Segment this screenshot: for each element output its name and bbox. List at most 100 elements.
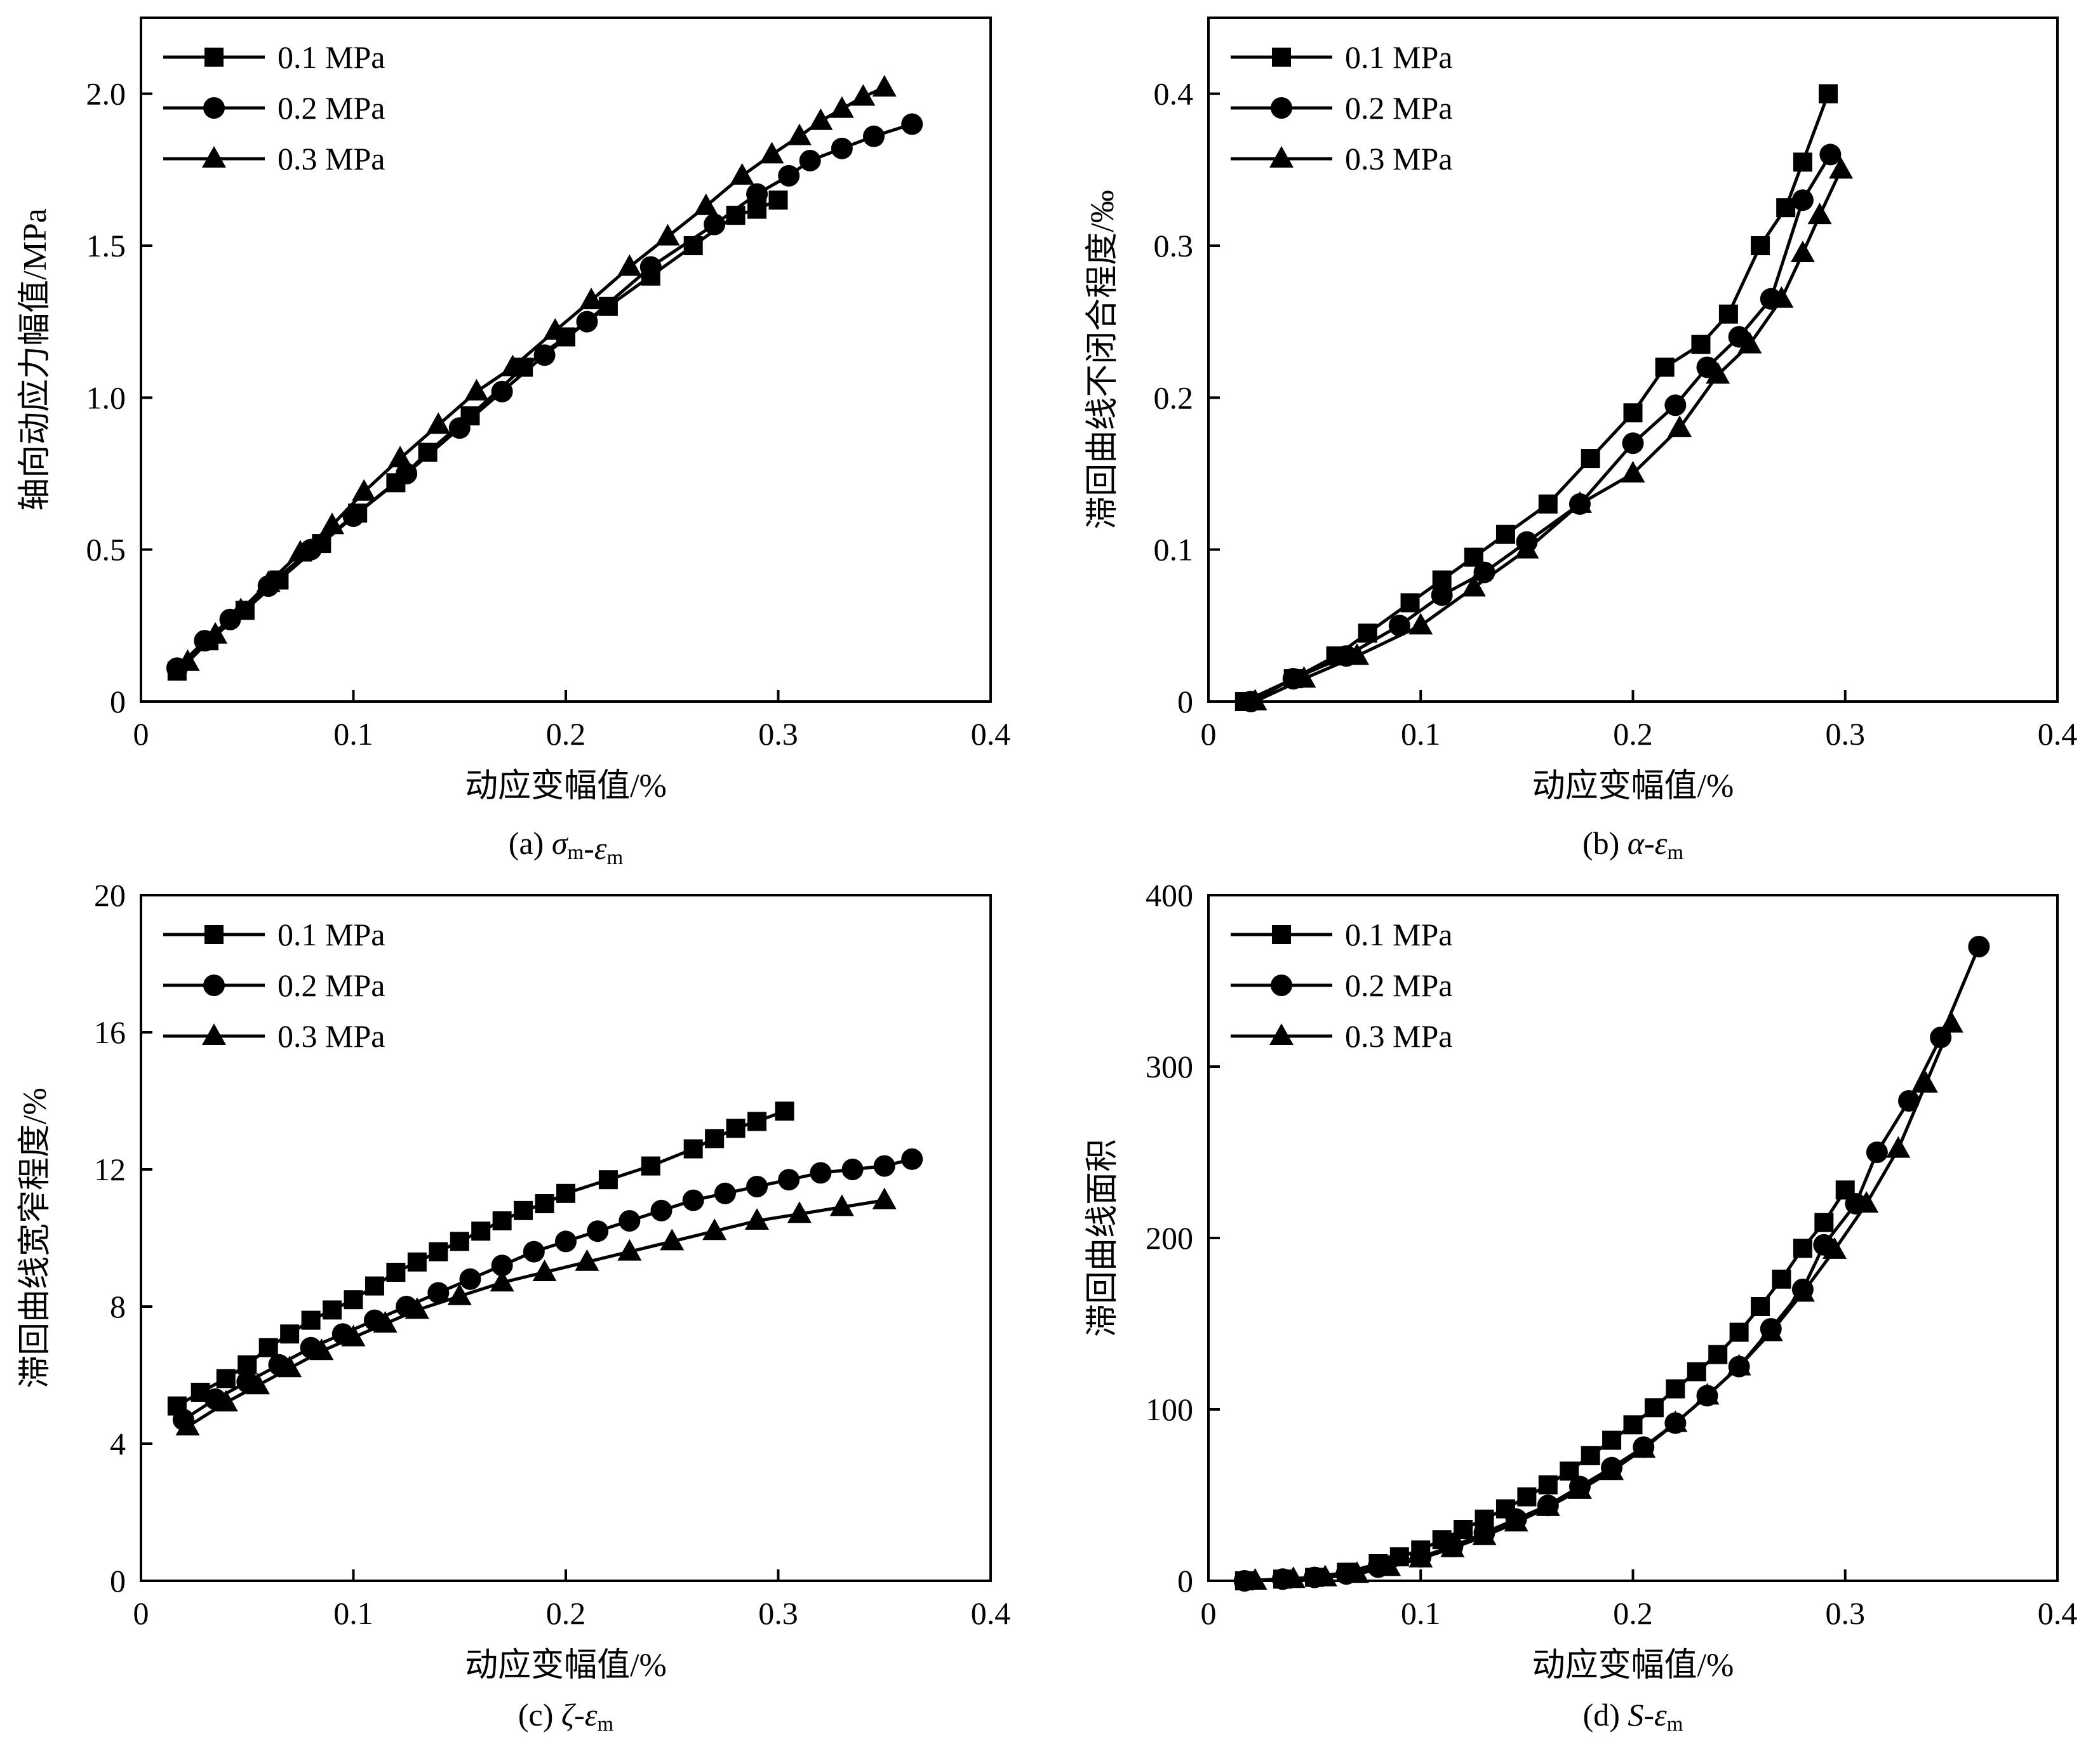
data-point-triangle	[229, 597, 253, 620]
x-tick-label: 0	[133, 1595, 149, 1631]
data-point-square	[407, 1252, 427, 1272]
data-point-square	[1517, 1487, 1537, 1507]
data-point-square	[1708, 1345, 1728, 1364]
data-point-square	[1729, 1322, 1749, 1342]
data-point-triangle	[617, 1239, 642, 1261]
x-tick-label: 0.3	[1826, 1595, 1866, 1631]
data-point-triangle	[203, 622, 228, 644]
data-point-square	[492, 1211, 512, 1230]
data-point-circle	[1791, 189, 1814, 211]
data-point-triangle	[1695, 1383, 1720, 1405]
data-point-triangle	[1829, 157, 1854, 179]
y-tick-label: 4	[110, 1426, 126, 1461]
data-point-triangle	[872, 75, 897, 97]
x-axis-title: 动应变幅值/%	[465, 1647, 667, 1684]
data-point-square	[429, 1242, 448, 1261]
data-point-square	[386, 1263, 406, 1282]
data-point-square	[1581, 449, 1600, 469]
legend-label: 0.1 MPa	[1345, 917, 1452, 952]
data-point-triangle	[490, 1270, 514, 1292]
series-0.2-mpa	[172, 1148, 923, 1431]
series-0.1-mpa	[1234, 1180, 1855, 1590]
data-point-triangle	[1790, 240, 1815, 262]
y-tick-label: 0	[110, 1563, 126, 1599]
data-point-square	[301, 1310, 321, 1330]
data-point-circle	[746, 183, 768, 205]
legend-marker-square	[1272, 925, 1291, 944]
legend-label: 0.3 MPa	[278, 1018, 385, 1054]
y-tick-label: 1.5	[86, 228, 126, 263]
data-point-square	[768, 190, 788, 210]
data-point-triangle	[1631, 1436, 1656, 1458]
data-point-square	[323, 1300, 342, 1320]
legend-marker-square	[1272, 48, 1291, 67]
data-point-circle	[555, 1230, 577, 1253]
data-point-square	[1793, 152, 1812, 172]
chart-panel-a: 0 0.1 0.2 0.3 0.4 0 0.5 1.0 1.5 2.0 动应变幅值/% 轴向动应力幅值…	[17, 17, 1010, 869]
series-0.3-mpa	[175, 1187, 897, 1435]
y-tick-label: 0.3	[1154, 228, 1194, 263]
data-point-triangle	[1535, 1494, 1560, 1516]
y-tick-label: 16	[94, 1015, 126, 1050]
data-point-square	[1495, 524, 1515, 544]
data-point-circle	[427, 1282, 450, 1304]
data-point-triangle	[730, 163, 754, 185]
x-tick-label: 0.4	[2038, 1595, 2078, 1631]
legend: 0.1 MPa 0.2 MPa 0.3 MPa	[1231, 917, 1452, 1054]
legend-marker-circle	[1271, 975, 1292, 996]
x-tick-label: 0.2	[1613, 716, 1653, 752]
data-point-triangle	[341, 1324, 366, 1347]
data-point-circle	[491, 380, 513, 403]
series-line	[1250, 154, 1832, 703]
legend-marker-circle	[203, 97, 225, 119]
legend-marker-triangle	[202, 146, 226, 168]
data-point-square	[1751, 1297, 1770, 1316]
y-tick-label: 0	[1177, 684, 1193, 719]
plot-frame	[140, 17, 992, 703]
data-point-triangle	[1822, 1237, 1847, 1259]
data-point-triangle	[579, 288, 604, 310]
panel-caption: (d) S-εm	[1583, 1697, 1683, 1736]
data-point-triangle	[1790, 1280, 1815, 1302]
data-point-circle	[1898, 1090, 1920, 1112]
data-point-triangle	[175, 649, 200, 671]
legend-label: 0.3 MPa	[1345, 1018, 1452, 1054]
data-point-circle	[491, 1254, 513, 1277]
data-point-circle	[1431, 584, 1453, 606]
y-tick-label: 0.4	[1154, 76, 1194, 112]
data-point-triangle	[872, 1187, 897, 1209]
data-point-circle	[704, 213, 726, 236]
data-point-square	[1623, 1415, 1643, 1435]
y-tick-label: 300	[1146, 1049, 1193, 1084]
data-point-square	[1793, 1239, 1812, 1258]
data-point-triangle	[1758, 1319, 1783, 1341]
data-point-triangle	[309, 1338, 334, 1361]
y-tick-label: 100	[1146, 1392, 1193, 1427]
data-point-circle	[778, 164, 800, 187]
y-tick-label: 1.0	[86, 380, 126, 415]
x-tick-label: 0.4	[971, 1595, 1011, 1631]
x-axis-title: 动应变幅值/%	[1532, 768, 1734, 804]
x-tick-label: 0.3	[1826, 716, 1866, 752]
data-point-circle	[533, 344, 556, 366]
y-tick-label: 12	[94, 1152, 126, 1187]
legend-marker-triangle	[202, 1023, 226, 1045]
data-point-square	[1819, 84, 1838, 103]
x-axis-title: 动应变幅值/%	[465, 768, 667, 804]
x-tick-label: 0.4	[2038, 716, 2078, 752]
legend-marker-circle	[203, 975, 225, 996]
legend-marker-square	[204, 925, 224, 944]
data-point-triangle	[787, 123, 812, 145]
data-point-circle	[650, 1199, 672, 1221]
y-axis-title: 滞回曲线面积	[1085, 1139, 1121, 1337]
data-point-triangle	[1567, 1477, 1592, 1499]
data-point-triangle	[388, 446, 413, 468]
data-point-circle	[1622, 432, 1644, 455]
data-point-triangle	[702, 1218, 727, 1241]
data-point-triangle	[617, 254, 642, 276]
data-point-square	[450, 1232, 469, 1251]
series-line	[187, 1199, 885, 1428]
x-tick-label: 0.1	[333, 1595, 373, 1631]
data-point-circle	[1968, 936, 1990, 957]
